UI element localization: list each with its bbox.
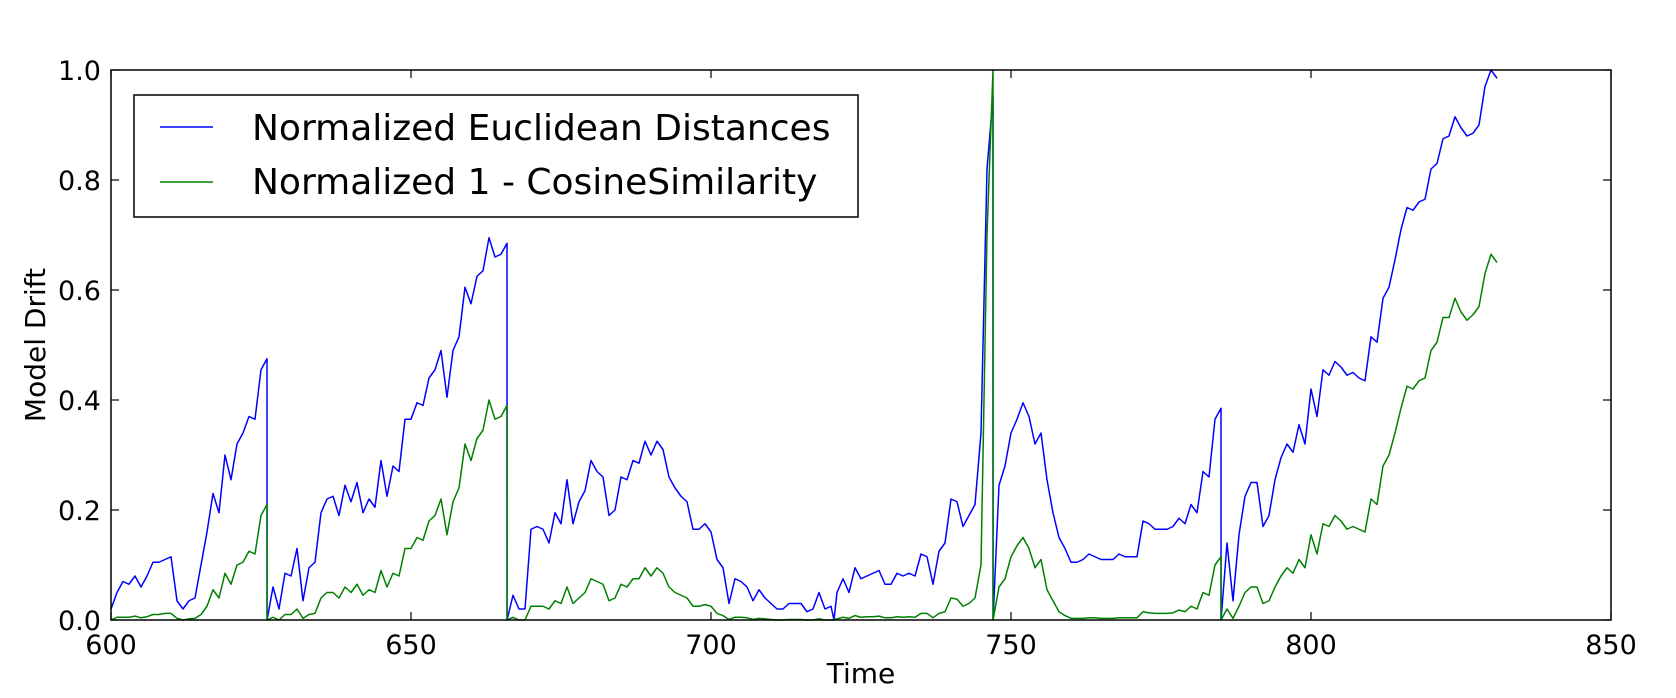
plot-frame	[110, 69, 1612, 621]
y-tick-label: 0.6	[58, 276, 101, 307]
y-tick-label: 0.4	[58, 386, 101, 417]
legend-label-cosine: Normalized 1 - CosineSimilarity	[252, 162, 817, 203]
y-tick-label: 0.8	[58, 166, 101, 197]
x-axis-label: Time	[826, 657, 896, 690]
legend-box	[133, 94, 859, 218]
y-axis-label: Model Drift	[19, 268, 52, 422]
y-tick-label: 0.2	[58, 496, 101, 527]
x-axis: 600 650 700 750 800 850	[85, 70, 1637, 661]
y-tick-label: 1.0	[58, 56, 101, 87]
x-tick-label: 650	[385, 630, 437, 661]
x-tick-label: 700	[685, 630, 737, 661]
y-tick-label: 0.0	[58, 606, 101, 637]
legend: Normalized Euclidean Distances Normalize…	[133, 94, 859, 218]
x-tick-label: 750	[985, 630, 1037, 661]
series-line-0	[110, 69, 1498, 621]
y-axis: 0.0 0.2 0.4 0.6 0.8 1.0	[58, 56, 1611, 637]
x-tick-label: 600	[85, 630, 137, 661]
legend-label-euclidean: Normalized Euclidean Distances	[252, 108, 830, 149]
x-tick-label: 850	[1585, 630, 1637, 661]
x-tick-label: 800	[1285, 630, 1337, 661]
